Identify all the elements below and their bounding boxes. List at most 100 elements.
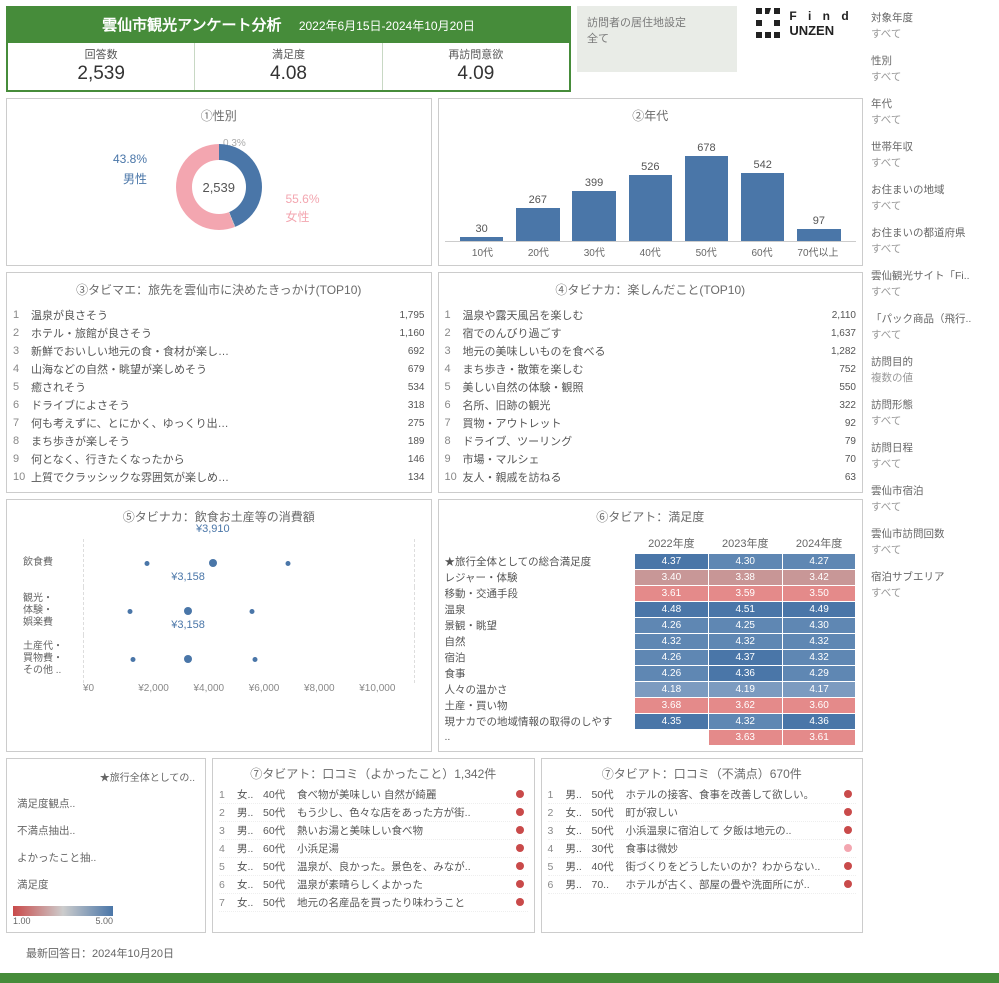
filter-item[interactable]: 訪問目的 複数の値 bbox=[871, 354, 989, 385]
sat-row: 食事4.264.364.29 bbox=[445, 665, 857, 681]
filter-item[interactable]: 世帯年収 すべて bbox=[871, 139, 989, 170]
review-row[interactable]: 4 男.. 30代 食事は微妙 bbox=[548, 840, 857, 858]
filter-item[interactable]: 性別 すべて bbox=[871, 53, 989, 84]
hbar-row: 3 地元の美味しいものを食べる 1,282 bbox=[445, 342, 857, 360]
metric-value: 4.09 bbox=[383, 63, 569, 85]
hbar-label: まち歩き・散策を楽しむ bbox=[463, 361, 663, 377]
filter-item[interactable]: 雲仙観光サイト「Fi.. すべて bbox=[871, 268, 989, 299]
panel-gender-title: ①性別 bbox=[13, 103, 425, 132]
age-label: 10代 bbox=[455, 244, 511, 259]
legend-row[interactable]: 満足度観点.. bbox=[13, 790, 199, 817]
filter-label: 訪問日程 bbox=[871, 440, 989, 455]
panel-enjoy-title: ④タビナカ：楽しんだこと(TOP10) bbox=[445, 277, 857, 306]
sat-header: 2022年度2023年度2024年度 bbox=[445, 533, 857, 553]
age-bar: 267 bbox=[511, 194, 565, 241]
filter-item[interactable]: 雲仙市訪問回数 すべて bbox=[871, 526, 989, 557]
hbar-row: 8 ドライブ、ツーリング 79 bbox=[445, 432, 857, 450]
satisfaction-gradient bbox=[13, 906, 113, 916]
panel-trigger-title: ③タビマエ：旅先を雲仙市に決めたきっかけ(TOP10) bbox=[13, 277, 425, 306]
female-pct: 55.6% bbox=[285, 192, 319, 206]
review-row[interactable]: 5 女.. 50代 温泉が、良かった。景色を、みなが.. bbox=[219, 858, 528, 876]
filter-label: 訪問目的 bbox=[871, 354, 989, 369]
panel-sat-title: ⑥タビアト：満足度 bbox=[445, 504, 857, 533]
sat-row: 土産・買い物3.683.623.60 bbox=[445, 697, 857, 713]
review-row[interactable]: 4 男.. 60代 小浜足湯 bbox=[219, 840, 528, 858]
sat-row: 自然4.324.324.32 bbox=[445, 633, 857, 649]
filter-value: すべて bbox=[871, 241, 989, 256]
filter-value: すべて bbox=[871, 413, 989, 428]
sat-row: レジャー・体験3.403.383.42 bbox=[445, 569, 857, 585]
review-row[interactable]: 1 男.. 50代 ホテルの接客、食事を改善して欲しい。 bbox=[548, 786, 857, 804]
sat-row: 現ナカでの地域情報の取得のしやす4.354.324.36 bbox=[445, 713, 857, 729]
dashboard-period: 2022年6月15日-2024年10月20日 bbox=[299, 19, 475, 33]
panel-legend: ★旅行全体としての.. 満足度観点..不満点抽出..よかったこと抽..満足度 1… bbox=[6, 758, 206, 933]
hbar-label: 上質でクラッシックな雰囲気が楽しめそう bbox=[31, 469, 231, 485]
review-row[interactable]: 1 女.. 40代 食べ物が美味しい 自然が綺麗 bbox=[219, 786, 528, 804]
metric-value: 4.08 bbox=[195, 63, 381, 85]
filter-value: すべて bbox=[871, 26, 989, 41]
filter-label: お住まいの都道府県 bbox=[871, 225, 989, 240]
panel-age-title: ②年代 bbox=[445, 103, 857, 132]
age-label: 40代 bbox=[622, 244, 678, 259]
filter-item[interactable]: 年代 すべて bbox=[871, 96, 989, 127]
hbar-label: 市場・マルシェ bbox=[463, 451, 663, 467]
residence-filter-box[interactable]: 訪問者の居住地設定 全て bbox=[577, 6, 737, 72]
filter-item[interactable]: 雲仙市宿泊 すべて bbox=[871, 483, 989, 514]
filter-label: お住まいの地域 bbox=[871, 182, 989, 197]
legend-row[interactable]: よかったこと抽.. bbox=[13, 844, 199, 871]
reviews-good-title: ⑦タビアト：口コミ（よかったこと）1,342件 bbox=[219, 763, 528, 786]
review-row[interactable]: 3 男.. 60代 熱いお湯と美味しい食べ物 bbox=[219, 822, 528, 840]
panel-reviews-bad: ⑦タビアト：口コミ（不満点）670件 1 男.. 50代 ホテルの接客、食事を改… bbox=[541, 758, 864, 933]
review-row[interactable]: 6 女.. 50代 温泉が素晴らしくよかった bbox=[219, 876, 528, 894]
review-row[interactable]: 3 女.. 50代 小浜温泉に宿泊して 夕飯は地元の.. bbox=[548, 822, 857, 840]
hbar-label: 名所、旧跡の観光 bbox=[463, 397, 663, 413]
filter-item[interactable]: 宿泊サブエリア すべて bbox=[871, 569, 989, 600]
panel-gender: ①性別 43.8% 男性 0.3% 2,539 55.6% 女性 bbox=[6, 98, 432, 266]
filter-label: 宿泊サブエリア bbox=[871, 569, 989, 584]
footer-last-response: 最新回答日：2024年10月20日 bbox=[6, 939, 863, 967]
filter-value: 複数の値 bbox=[871, 370, 989, 385]
hbar-row: 7 買物・アウトレット 92 bbox=[445, 414, 857, 432]
hbar-row: 1 温泉が良さそう 1,795 bbox=[13, 306, 425, 324]
filter-item[interactable]: 「パック商品（飛行.. すべて bbox=[871, 311, 989, 342]
review-row[interactable]: 2 女.. 50代 町が寂しい bbox=[548, 804, 857, 822]
filter-label: 年代 bbox=[871, 96, 989, 111]
filter-item[interactable]: お住まいの地域 すべて bbox=[871, 182, 989, 213]
metric-label: 再訪問意欲 bbox=[383, 46, 569, 62]
review-row[interactable]: 6 男.. 70.. ホテルが古く、部屋の畳や洗面所にが.. bbox=[548, 876, 857, 894]
legend-col-label: ★旅行全体としての.. bbox=[13, 763, 199, 790]
sat-row: 人々の温かさ4.184.194.17 bbox=[445, 681, 857, 697]
filter-item[interactable]: 訪問形態 すべて bbox=[871, 397, 989, 428]
hbar-label: 買物・アウトレット bbox=[463, 415, 663, 431]
legend-row[interactable]: 満足度 bbox=[13, 871, 199, 898]
review-row[interactable]: 5 男.. 40代 街づくりをどうしたいのか？わからない.. bbox=[548, 858, 857, 876]
male-pct: 43.8% bbox=[113, 152, 147, 166]
age-bar: 399 bbox=[567, 177, 621, 241]
residence-filter-label: 訪問者の居住地設定 bbox=[587, 14, 727, 30]
age-label: 30代 bbox=[566, 244, 622, 259]
spend-row: 飲食費 ¥3,910 bbox=[23, 539, 415, 587]
review-row[interactable]: 2 男.. 50代 もう少し、色々な店をあった方が街.. bbox=[219, 804, 528, 822]
hbar-label: 美しい自然の体験・観照 bbox=[463, 379, 663, 395]
filter-item[interactable]: 訪問日程 すべて bbox=[871, 440, 989, 471]
scale-lo: 1.00 bbox=[13, 916, 31, 926]
review-row[interactable]: 7 女.. 50代 地元の名産品を買ったり味わうこと bbox=[219, 894, 528, 912]
hbar-row: 5 美しい自然の体験・観照 550 bbox=[445, 378, 857, 396]
sat-row: 景観・眺望4.264.254.30 bbox=[445, 617, 857, 633]
filter-value: すべて bbox=[871, 499, 989, 514]
hbar-row: 2 ホテル・旅館が良さそう 1,160 bbox=[13, 324, 425, 342]
filter-label: 雲仙市訪問回数 bbox=[871, 526, 989, 541]
hbar-label: 癒されそう bbox=[31, 379, 231, 395]
hbar-row: 5 癒されそう 534 bbox=[13, 378, 425, 396]
filter-item[interactable]: お住まいの都道府県 すべて bbox=[871, 225, 989, 256]
hbar-row: 9 何となく、行きたくなったから 146 bbox=[13, 450, 425, 468]
age-label: 20代 bbox=[510, 244, 566, 259]
legend-row[interactable]: 不満点抽出.. bbox=[13, 817, 199, 844]
filter-item[interactable]: 対象年度 すべて bbox=[871, 10, 989, 41]
metric: 満足度 4.08 bbox=[195, 43, 382, 90]
age-label: 50代 bbox=[678, 244, 734, 259]
header-block: 雲仙市観光アンケート分析 2022年6月15日-2024年10月20日 回答数 … bbox=[6, 6, 571, 92]
panel-satisfaction: ⑥タビアト：満足度 2022年度2023年度2024年度★旅行全体としての総合満… bbox=[438, 499, 864, 752]
filter-label: 雲仙観光サイト「Fi.. bbox=[871, 268, 989, 283]
scale-hi: 5.00 bbox=[95, 916, 113, 926]
